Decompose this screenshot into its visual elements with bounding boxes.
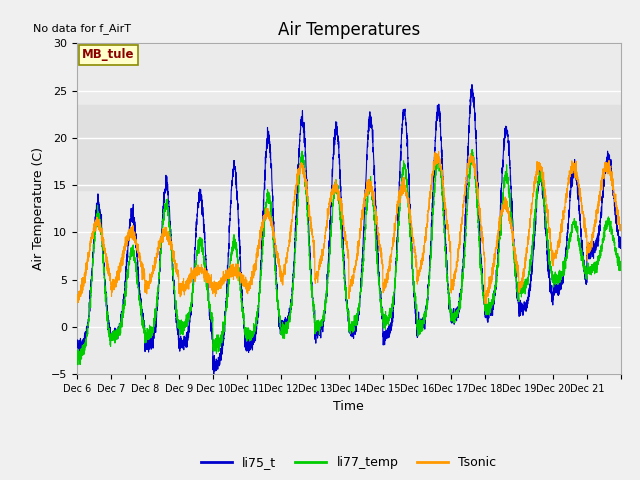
Bar (77, 105, 621, 190)
Text: MB_tule: MB_tule (82, 48, 135, 61)
Title: Air Temperatures: Air Temperatures (278, 21, 420, 39)
Text: No data for f_AirT: No data for f_AirT (33, 24, 131, 34)
X-axis label: Time: Time (333, 400, 364, 413)
Y-axis label: Air Temperature (C): Air Temperature (C) (32, 147, 45, 270)
Legend: li75_t, li77_temp, Tsonic: li75_t, li77_temp, Tsonic (196, 451, 502, 474)
